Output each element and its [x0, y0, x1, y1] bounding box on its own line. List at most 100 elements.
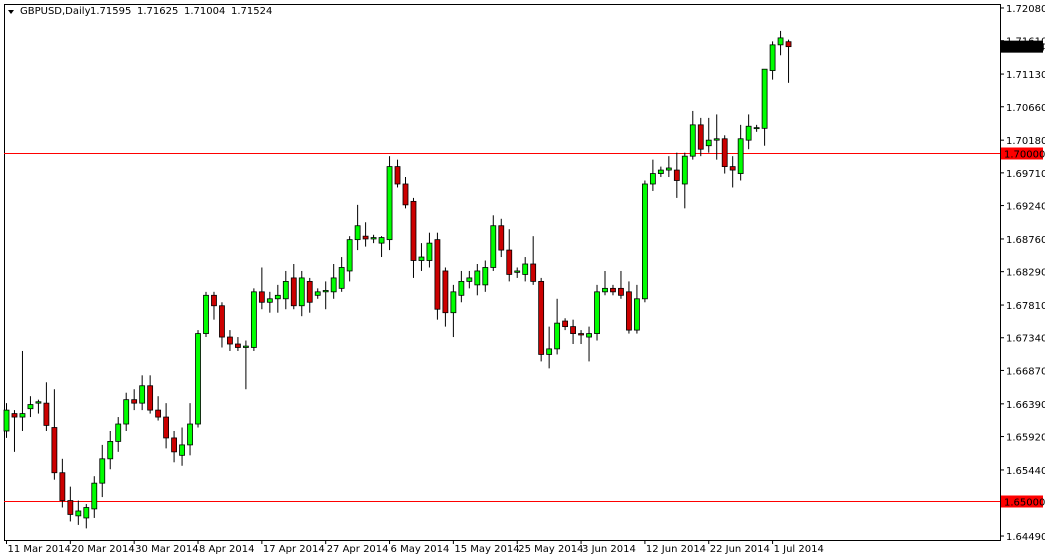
candle-body [211, 294, 217, 307]
candle-body [402, 183, 409, 206]
candle-body [610, 287, 616, 293]
candle-body [514, 270, 521, 273]
candle-body [745, 125, 752, 141]
candle-body [362, 235, 369, 240]
x-tick-label: 27 Apr 2014 [327, 544, 389, 555]
candle-body [602, 287, 608, 293]
candle-body [418, 256, 425, 261]
candle-body [123, 399, 130, 425]
candle-body [386, 166, 393, 241]
candle-body [274, 294, 281, 300]
candle-body [649, 173, 656, 185]
y-tick-label: 1.65440 [1006, 466, 1045, 477]
candle-body [618, 287, 624, 296]
candle-body [394, 166, 401, 185]
candle-body [681, 155, 688, 185]
candle-body [538, 280, 545, 355]
x-tick-label: 30 Mar 2014 [135, 544, 198, 555]
candle-body [322, 290, 329, 293]
candle-body [51, 427, 58, 474]
price-label-box [1001, 495, 1043, 508]
candle-body [697, 124, 704, 150]
candle-body [227, 336, 233, 345]
candle-body [498, 225, 505, 251]
candle-body [370, 237, 377, 240]
candle-body [570, 326, 576, 334]
y-tick-label: 1.68290 [1006, 268, 1045, 279]
y-tick-label: 1.69710 [1006, 169, 1045, 180]
candle-body [115, 423, 122, 442]
candle-body [665, 167, 672, 171]
candle-body [777, 37, 784, 46]
candle-body [250, 291, 257, 348]
candle-body [219, 305, 225, 338]
candle-body [258, 291, 265, 303]
candle-body [99, 458, 106, 484]
y-tick-label: 1.64490 [1006, 532, 1045, 543]
candle-body [458, 280, 465, 296]
candle-body [171, 437, 177, 453]
candle-body [43, 402, 50, 426]
candle-body [506, 249, 513, 275]
candle-body [785, 41, 792, 48]
candle-body [27, 404, 34, 410]
candle-body [3, 409, 10, 432]
candle-body [657, 169, 664, 174]
candle-body [482, 267, 489, 286]
y-tick-label: 1.67340 [1006, 334, 1045, 345]
x-tick-label: 22 Jun 2014 [710, 544, 770, 555]
candle-body [474, 270, 481, 286]
y-tick-label: 1.68760 [1006, 235, 1045, 246]
candle-body [306, 280, 313, 303]
header-value: 1.71004 [184, 6, 225, 17]
candle-body [242, 345, 249, 348]
candle-body [354, 225, 361, 241]
candle-body [673, 169, 680, 181]
candle-body [642, 183, 648, 300]
last-price-label: 1.71524 [1004, 43, 1045, 54]
candle-body [434, 239, 441, 310]
candle-body [586, 333, 592, 338]
candle-body [346, 239, 353, 272]
candle-body [203, 294, 209, 334]
x-tick-label: 12 Jun 2014 [646, 544, 706, 555]
candle-body [705, 139, 712, 147]
candle-body [753, 127, 760, 130]
candle-body [442, 270, 449, 314]
x-tick-label: 11 Mar 2014 [8, 544, 71, 555]
header-value: 1.71524 [231, 6, 272, 17]
candle-body [83, 507, 90, 519]
candle-body [450, 291, 457, 314]
candle-body [155, 409, 162, 418]
candle-body [737, 138, 744, 174]
x-tick-label: 6 May 2014 [391, 544, 450, 555]
y-tick-label: 1.66390 [1006, 400, 1045, 411]
candle-body [729, 166, 736, 171]
candle-body [634, 298, 640, 331]
candle-body [761, 68, 768, 129]
plot-frame [4, 4, 1001, 541]
candle-body [410, 200, 417, 261]
candle-body [235, 343, 241, 348]
y-tick-label: 1.66870 [1006, 366, 1045, 377]
header-value: 1.71595 [90, 6, 131, 17]
candle-body [67, 500, 74, 515]
candle-body [290, 277, 297, 307]
candle-body [266, 298, 273, 303]
candle-body [19, 413, 26, 418]
x-tick-label: 20 Mar 2014 [71, 544, 134, 555]
candle-body [594, 291, 600, 334]
menu-arrow [8, 10, 14, 14]
candle-body [626, 291, 632, 331]
candle-body [769, 44, 776, 71]
y-tick-label: 1.72080 [1006, 4, 1045, 15]
price-label: 1.65000 [1004, 498, 1045, 509]
candle-body [131, 399, 138, 404]
candle-body [721, 138, 728, 167]
x-tick-label: 1 Jul 2014 [774, 544, 824, 555]
candle-body [187, 423, 193, 446]
header-value: 1.71625 [137, 6, 178, 17]
candle-body [338, 267, 345, 289]
x-tick-label: 25 May 2014 [518, 544, 583, 555]
